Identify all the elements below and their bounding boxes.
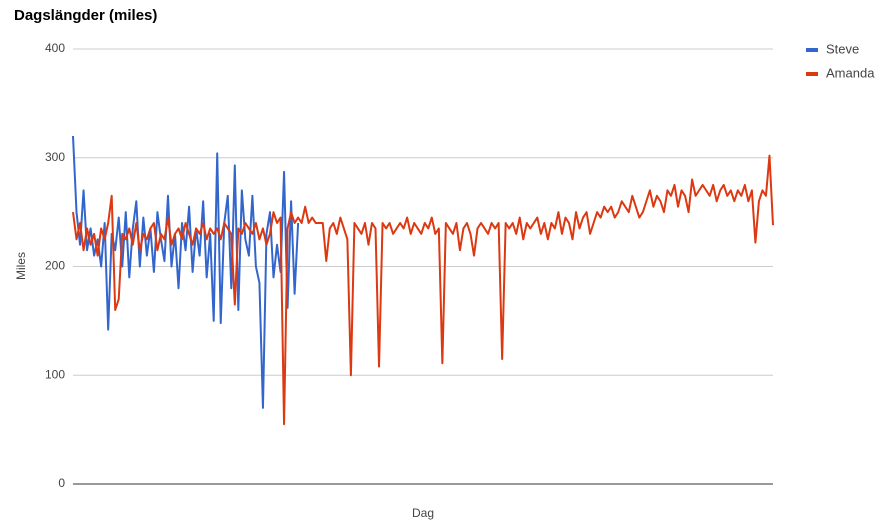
series-line — [72, 135, 300, 409]
y-tick-label: 200 — [45, 259, 65, 273]
y-axis-label: Miles — [14, 252, 28, 280]
y-tick-label: 300 — [45, 150, 65, 164]
x-axis-label: Dag — [412, 506, 434, 520]
legend-label: Steve — [826, 41, 859, 56]
y-tick-label: 400 — [45, 41, 65, 55]
legend-label: Amanda — [826, 65, 875, 80]
chart-title: Dagslängder (miles) — [14, 7, 157, 24]
series-line — [72, 154, 774, 426]
y-tick-label: 100 — [45, 367, 65, 381]
y-tick-label: 0 — [58, 476, 65, 490]
